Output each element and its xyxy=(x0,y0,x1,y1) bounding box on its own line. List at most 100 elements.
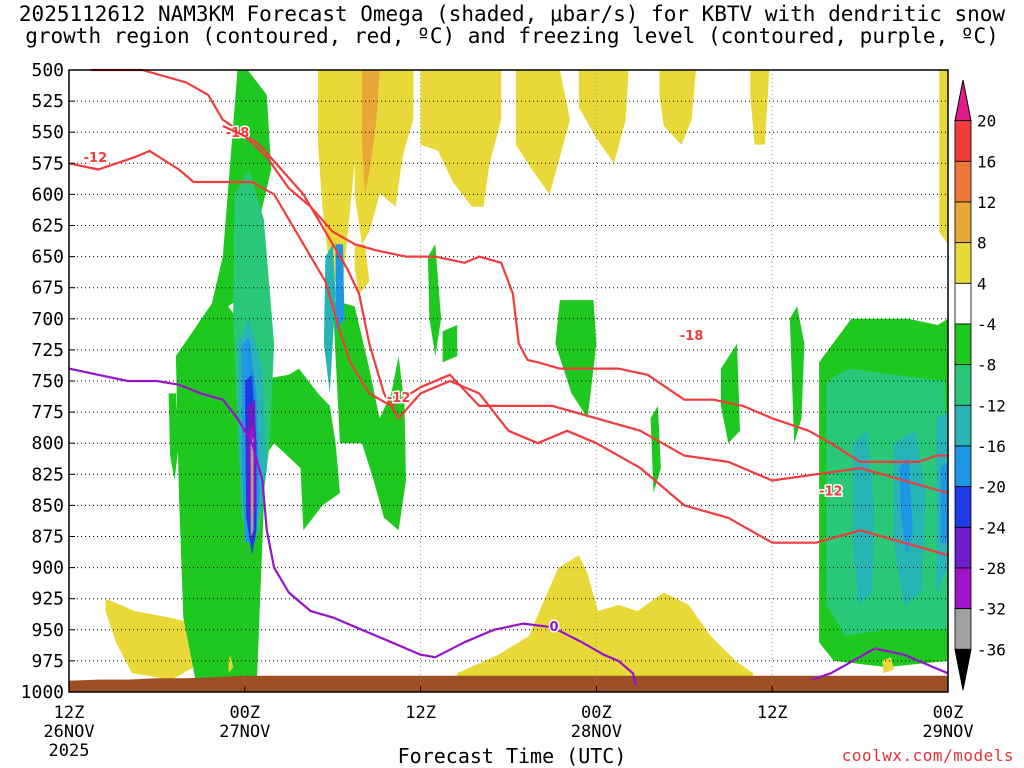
y-tick-label-625: 625 xyxy=(31,216,64,237)
colorbar-label-10: -24 xyxy=(977,518,1006,537)
omega-region-neg4-19 xyxy=(442,325,458,363)
y-tick-label-825: 825 xyxy=(31,464,64,485)
omega-region-neg4-24 xyxy=(789,306,805,444)
colorbar-label-0: 20 xyxy=(977,112,996,131)
colorbar-cell-8 xyxy=(954,404,972,447)
omega-region-neg4-22 xyxy=(650,405,661,493)
x-tick-label-0-0: 12Z xyxy=(54,703,85,723)
y-tick-label-975: 975 xyxy=(31,651,64,672)
dgz-contour-label-4: -12 xyxy=(819,484,843,499)
omega-shading xyxy=(105,70,948,692)
colorbar-label-3: 8 xyxy=(977,234,987,253)
chart-title-line-2: growth region (contoured, red, ºC) and f… xyxy=(25,24,999,48)
x-tick-label-24-0: 12Z xyxy=(405,703,436,723)
colorbar-label-1: 16 xyxy=(977,152,996,171)
colorbar-cell-7 xyxy=(954,364,972,406)
terrain-surface xyxy=(69,675,948,692)
y-tick-label-600: 600 xyxy=(31,184,64,205)
omega-region-neg32-40 xyxy=(250,437,254,537)
colorbar-label-7: -12 xyxy=(977,396,1006,415)
colorbar-label-12: -32 xyxy=(977,600,1006,619)
x-tick-label-12-1: 27NOV xyxy=(219,722,270,742)
x-tick-label-60-0: 00Z xyxy=(933,703,964,723)
y-tick-label-800: 800 xyxy=(31,433,64,454)
omega-region-neg4-21 xyxy=(555,300,597,419)
dgz-contour-line-2 xyxy=(68,149,949,495)
dgz-contour-label-3: -12 xyxy=(387,391,411,406)
x-tick-label-60-1: 29NOV xyxy=(922,722,973,742)
x-tick-label-0-1: 26NOV xyxy=(43,722,94,742)
plot-axes: 500 525 550 575 600 625 650 675 700 725 750 775 800 8… xyxy=(21,60,974,761)
freezing-contour-label-0: 0 xyxy=(550,620,559,635)
y-tick-label-700: 700 xyxy=(31,309,64,330)
dgz-contour-line-1 xyxy=(222,124,948,463)
omega-region-8-12 xyxy=(354,244,370,294)
omega-region-neg4-14 xyxy=(168,393,179,481)
y-tick-label-550: 550 xyxy=(31,122,64,143)
x-tick-label-36-0: 00Z xyxy=(581,703,612,723)
omega-region-4-41 xyxy=(228,654,234,674)
y-tick-label-650: 650 xyxy=(31,247,64,268)
y-tick-label-1000: 1000 xyxy=(21,682,64,703)
colorbar-label-9: -20 xyxy=(977,478,1006,497)
colorbar-cell-4 xyxy=(954,242,972,284)
omega-region-4-3 xyxy=(578,70,629,164)
colorbar-label-8: -16 xyxy=(977,437,1006,456)
x-tick-label-12-0: 00Z xyxy=(229,703,260,723)
colorbar-cell-12 xyxy=(954,567,972,610)
dgz-contour-label-1: -18 xyxy=(680,329,704,344)
colorbar-cell-11 xyxy=(954,526,972,569)
colorbar-cell-5 xyxy=(954,282,972,325)
y-tick-label-900: 900 xyxy=(31,558,64,579)
omega-region-12-13 xyxy=(362,70,380,195)
colorbar-label-5: -4 xyxy=(977,315,996,334)
colorbar-label-11: -28 xyxy=(977,559,1006,578)
colorbar-label-4: 4 xyxy=(977,274,987,293)
colorbar-cell-10 xyxy=(954,486,972,528)
dgz-contour-line-0 xyxy=(91,68,949,557)
y-tick-label-500: 500 xyxy=(31,60,64,81)
y-tick-label-750: 750 xyxy=(31,371,64,392)
colorbar-label-6: -8 xyxy=(977,356,996,375)
contour-lines: -18-18-12-12-120 xyxy=(68,68,949,687)
freezing-contour-line-0 xyxy=(68,367,638,687)
freezing-contour-line-1 xyxy=(811,647,949,681)
y-tick-label-950: 950 xyxy=(31,620,64,641)
colorbar-cap-top xyxy=(954,79,972,122)
y-tick-label-525: 525 xyxy=(31,91,64,112)
x-tick-label-0-2: 2025 xyxy=(49,741,90,761)
y-tick-label-575: 575 xyxy=(31,153,64,174)
colorbar-label-2: 12 xyxy=(977,193,996,212)
omega-region-4-6 xyxy=(939,70,948,245)
colorbar-cell-1 xyxy=(954,120,972,162)
omega-region-4-5 xyxy=(750,70,770,145)
colorbar-cell-13 xyxy=(954,608,972,650)
omega-region-4-9 xyxy=(457,555,754,686)
omega-region-neg16-36 xyxy=(940,461,948,543)
colorbar-cell-9 xyxy=(954,445,972,488)
colorbar-cell-3 xyxy=(954,201,972,244)
omega-region-neg8-27 xyxy=(826,368,948,636)
omega-region-4-1 xyxy=(420,70,502,207)
dgz-contour-label-2: -12 xyxy=(84,151,108,166)
y-tick-label-675: 675 xyxy=(31,278,64,299)
omega-region-neg4-18 xyxy=(332,300,406,531)
terrain-fill xyxy=(69,675,948,692)
colorbar-cell-2 xyxy=(954,160,972,203)
y-tick-label-725: 725 xyxy=(31,340,64,361)
x-axis-label: Forecast Time (UTC) xyxy=(397,744,627,768)
colorbar: 20 16 12 8 4 -4 -8 -12 -16 -20 -24 -28 -32 -36 xyxy=(954,79,1006,691)
chart-title-line-1: 2025112612 NAM3KM Forecast Omega (shaded… xyxy=(18,2,1006,26)
omega-region-4-4 xyxy=(659,70,696,145)
credit-link[interactable]: coolwx.com/models xyxy=(841,746,1014,765)
colorbar-cap-bottom xyxy=(954,648,972,691)
omega-region-neg4-23 xyxy=(720,343,740,444)
colorbar-cell-6 xyxy=(954,323,972,366)
x-tick-label-36-1: 28NOV xyxy=(571,722,622,742)
y-tick-label-850: 850 xyxy=(31,495,64,516)
omega-region-4-8 xyxy=(105,598,206,680)
omega-region-neg16-34 xyxy=(335,244,345,332)
omega-region-neg4-20 xyxy=(427,244,442,357)
colorbar-label-13: -36 xyxy=(977,640,1006,659)
